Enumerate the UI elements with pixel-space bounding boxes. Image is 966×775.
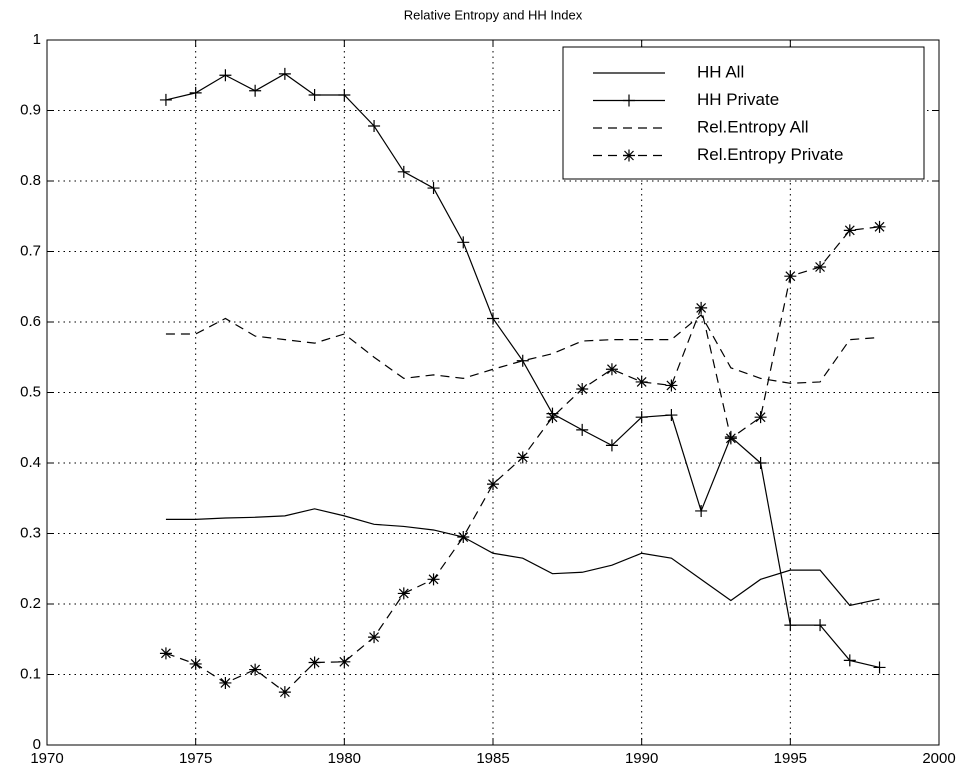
y-tick-label: 0.1 (20, 665, 41, 682)
x-tick-label: 1985 (476, 750, 509, 767)
data-point (724, 432, 737, 445)
data-point (576, 382, 589, 395)
data-point (784, 619, 797, 632)
data-point (665, 379, 678, 392)
x-tick-label: 1995 (774, 750, 807, 767)
x-tick-label: 1975 (179, 750, 212, 767)
data-point (576, 423, 589, 436)
data-point (635, 375, 648, 388)
y-tick-label: 0.2 (20, 595, 41, 612)
legend-label: Rel.Entropy Private (697, 145, 843, 164)
data-point (308, 656, 321, 669)
data-point (397, 165, 410, 178)
data-point (159, 93, 172, 106)
legend-marker (623, 149, 635, 162)
data-point (338, 88, 351, 101)
data-point (546, 411, 559, 424)
data-point (754, 411, 767, 424)
y-tick-label: 0.9 (20, 101, 41, 118)
data-point (814, 619, 827, 632)
data-point (427, 182, 440, 195)
y-tick-label: 0.8 (20, 172, 41, 189)
chart-title: Relative Entropy and HH Index (404, 7, 583, 22)
data-point (219, 676, 232, 689)
data-point (219, 69, 232, 82)
data-point (695, 504, 708, 517)
legend-marker (623, 94, 635, 107)
data-point (605, 439, 618, 452)
data-point (487, 312, 499, 325)
y-tick-label: 0.3 (20, 524, 41, 541)
y-tick-label: 0.4 (20, 454, 41, 471)
y-tick-label: 1 (33, 31, 41, 48)
data-point (338, 655, 351, 668)
y-tick-label: 0.7 (20, 242, 41, 259)
data-point (843, 224, 856, 237)
legend-label: HH All (697, 62, 744, 81)
data-point (873, 220, 886, 233)
y-tick-label: 0.5 (20, 383, 41, 400)
data-point (635, 411, 648, 424)
x-tick-label: 2000 (922, 750, 955, 767)
legend-label: Rel.Entropy All (697, 117, 809, 136)
data-point (308, 88, 321, 101)
data-point (427, 573, 440, 586)
y-tick-label: 0.6 (20, 313, 41, 330)
data-point (516, 451, 529, 464)
data-point (873, 661, 886, 674)
data-point (278, 67, 291, 80)
legend-box (562, 46, 925, 180)
data-point (189, 657, 202, 670)
data-point (249, 84, 262, 97)
data-point (814, 261, 827, 274)
data-point (397, 587, 410, 600)
x-tick-label: 1980 (328, 750, 361, 767)
data-point (368, 631, 381, 644)
series-line (165, 508, 880, 607)
data-point (754, 457, 767, 469)
data-point (665, 409, 678, 422)
data-point (457, 531, 470, 544)
data-point (605, 363, 618, 376)
data-point (189, 86, 202, 99)
data-point (695, 301, 708, 314)
data-point (249, 663, 262, 676)
data-point (784, 270, 797, 283)
x-tick-label: 1990 (625, 750, 658, 767)
data-point (487, 478, 499, 491)
data-point (368, 120, 381, 133)
data-point (457, 236, 470, 249)
data-point (516, 354, 529, 367)
data-point (278, 686, 291, 699)
data-point (843, 654, 856, 667)
x-tick-label: 1970 (30, 750, 63, 767)
legend-label: HH Private (697, 90, 779, 109)
y-tick-label: 0 (33, 736, 41, 753)
data-point (159, 647, 172, 660)
series-line (165, 314, 880, 384)
axes-box (46, 39, 940, 746)
